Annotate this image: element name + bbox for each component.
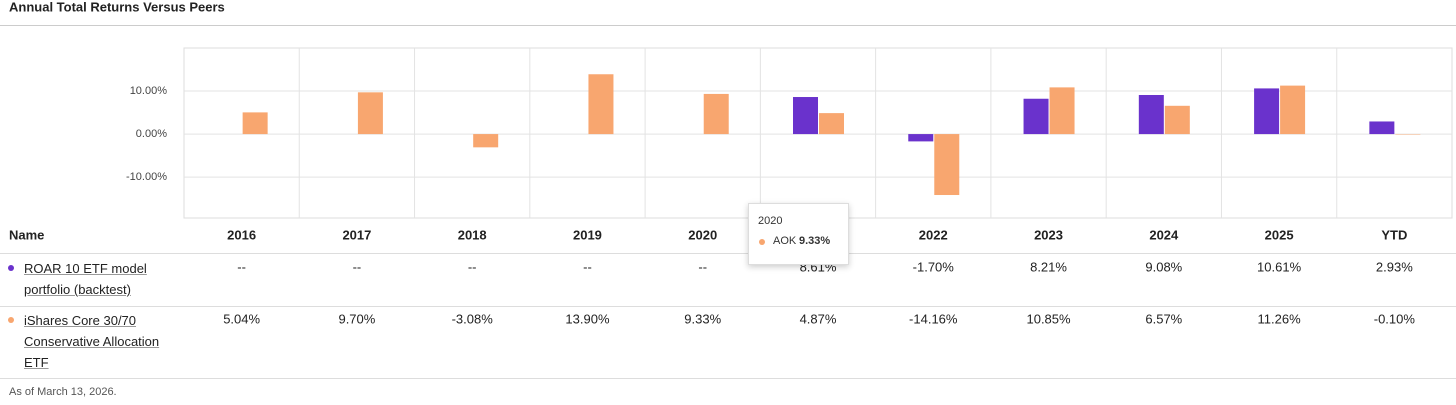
table-cell: --: [237, 259, 246, 274]
table-cell: -0.10%: [1374, 311, 1416, 326]
bar: [1049, 87, 1075, 135]
column-header: 2022: [919, 227, 948, 242]
table-cell: 9.33%: [684, 311, 721, 326]
table-cell: 5.04%: [223, 311, 260, 326]
y-tick-label: -10.00%: [126, 171, 167, 183]
table-cell: 8.21%: [1030, 259, 1067, 274]
table-cell: --: [468, 259, 477, 274]
bar: [1369, 121, 1395, 135]
bar: [473, 134, 499, 148]
bar: [588, 74, 614, 135]
column-header: 2025: [1265, 227, 1294, 242]
table-cell: -3.08%: [452, 311, 494, 326]
table-cell: -14.16%: [909, 311, 958, 326]
y-tick-label: 0.00%: [136, 128, 167, 140]
footnote: As of March 13, 2026.: [9, 386, 117, 398]
table-cell: 13.90%: [565, 311, 610, 326]
bar: [703, 93, 729, 135]
bar: [357, 92, 383, 135]
table-cell: 9.08%: [1145, 259, 1182, 274]
table-cell: 4.87%: [800, 311, 837, 326]
table-cell: --: [698, 259, 707, 274]
tooltip-dot: [759, 239, 765, 245]
bar: [1254, 88, 1280, 135]
tooltip-title: 2020: [758, 215, 783, 227]
column-header: 2023: [1034, 227, 1063, 242]
bar: [908, 134, 934, 142]
table-header: Name: [9, 227, 44, 242]
table-cell: --: [583, 259, 592, 274]
series-dot: [8, 317, 14, 323]
chart-title: Annual Total Returns Versus Peers: [9, 0, 225, 14]
column-header: YTD: [1381, 227, 1407, 242]
bar: [1164, 105, 1190, 135]
bar: [1138, 94, 1164, 135]
table-cell: 11.26%: [1258, 311, 1302, 326]
bar: [793, 97, 818, 135]
bar: [1023, 98, 1049, 135]
series-name[interactable]: iShares Core 30/70 Conservative Allocati…: [24, 313, 160, 370]
series-name[interactable]: ROAR 10 ETF model portfolio (backtest): [24, 261, 147, 297]
series-dot: [8, 265, 14, 271]
table-cell: 10.85%: [1026, 311, 1071, 326]
column-header: 2020: [688, 227, 717, 242]
bar: [934, 134, 960, 196]
bar: [1280, 85, 1306, 135]
column-header: 2018: [458, 227, 487, 242]
column-header: 2017: [342, 227, 371, 242]
table-cell: -1.70%: [913, 259, 955, 274]
tooltip-value: 9.33%: [799, 235, 831, 247]
column-header: 2019: [573, 227, 602, 242]
tooltip-series: AOK: [773, 235, 797, 247]
table-cell: --: [353, 259, 362, 274]
column-header: 2016: [227, 227, 256, 242]
table-cell: 10.61%: [1257, 259, 1302, 274]
table-cell: 9.70%: [338, 311, 375, 326]
table-cell: 6.57%: [1145, 311, 1182, 326]
column-header: 2024: [1149, 227, 1179, 242]
table-cell: 2.93%: [1376, 259, 1413, 274]
tooltip: 2020 AOK 9.33%: [748, 203, 849, 265]
y-tick-label: 10.00%: [130, 85, 168, 97]
bar: [242, 112, 268, 135]
bar: [819, 113, 844, 135]
